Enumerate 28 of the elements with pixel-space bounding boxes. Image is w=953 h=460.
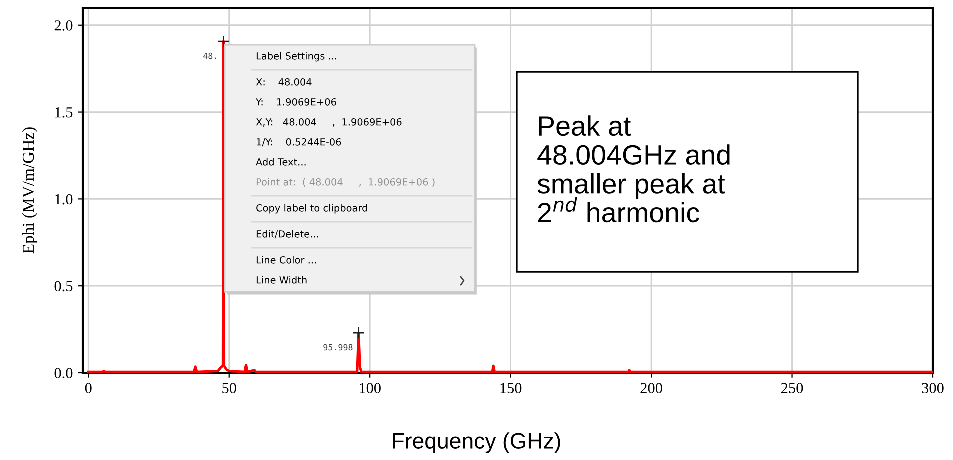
x-tick-label: 200 [640, 383, 662, 394]
x-tick-label: 50 [222, 383, 236, 394]
annotation: Label Settings ... [256, 52, 337, 62]
annotation: Line Color ... [256, 256, 316, 264]
annotation: X,Y: 48.004 , 1.9069E+06 [256, 118, 402, 127]
y-tick-label: 0.0 [54, 368, 73, 379]
x-tick-label: 150 [500, 383, 522, 394]
y-tick-label: 1.0 [56, 194, 73, 205]
annotation: 95.998 [324, 344, 353, 351]
x-tick-label: 250 [781, 383, 804, 394]
annotation: Edit/Delete... [256, 230, 318, 239]
x-axis-title: Frequency (GHz) [393, 432, 560, 454]
y-tick-label: 1.5 [56, 108, 73, 118]
y-tick-label: 0.5 [54, 281, 73, 292]
annotation: Add Text... [256, 158, 306, 166]
annotation: 48. [204, 52, 216, 60]
annotation: 1/Y: 0.5244E-06 [257, 138, 342, 147]
annotation: Line Width [256, 276, 307, 284]
annotation: Point at: ( 48.004 , 1.9069E+06 ) [256, 178, 435, 187]
x-tick-label: 100 [360, 383, 381, 394]
annotation: X: 48.004 [256, 78, 312, 86]
y-tick-label: 2.0 [54, 20, 73, 31]
y-axis-title: Ephi (MV/m/GHz) [22, 128, 38, 254]
x-tick-label: 300 [922, 383, 944, 394]
annotation: Peak at 48.004GHz and smaller peak at 2$^{nd}$ harmonic [538, 116, 730, 223]
annotation: Y: 1.9069E+06 [256, 98, 336, 106]
x-tick-label: 0 [85, 383, 92, 394]
annotation: Copy label to clipboard [256, 204, 368, 214]
